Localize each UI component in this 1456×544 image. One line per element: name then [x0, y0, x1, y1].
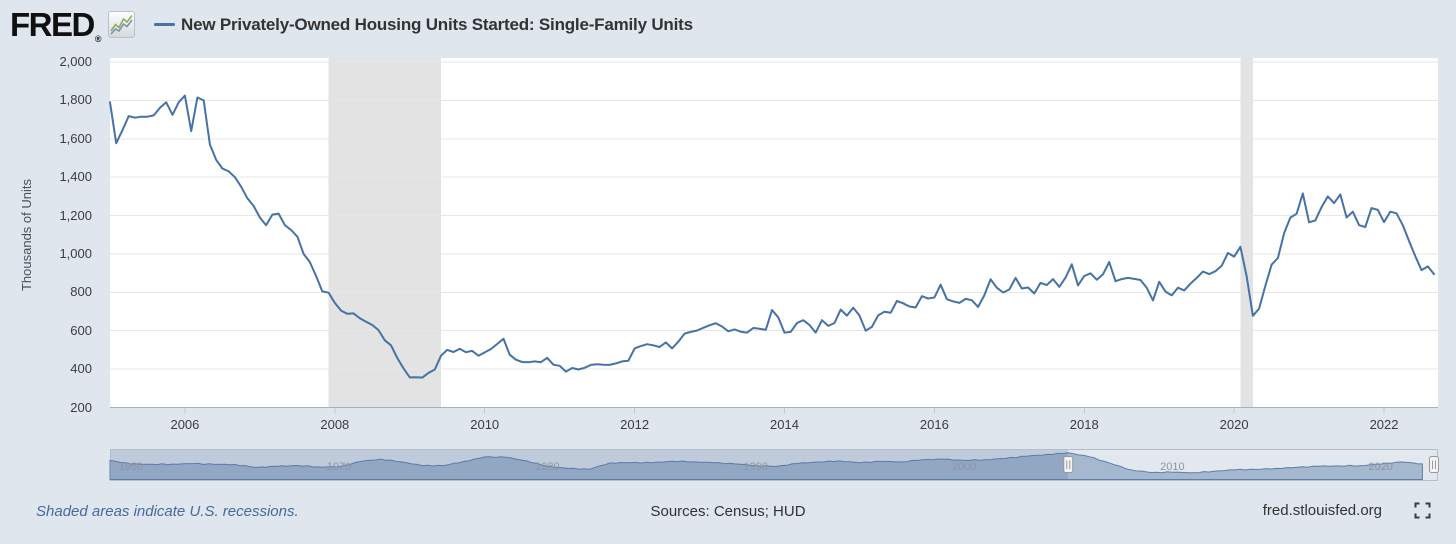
navigator-handle-left[interactable] — [1063, 456, 1074, 473]
y-axis-title: Thousands of Units — [19, 179, 34, 292]
navigator-tick-label: 2020 — [1368, 461, 1393, 473]
navigator-mask-left — [111, 450, 1069, 480]
y-tick-label: 1,400 — [59, 169, 92, 185]
recession-band — [1240, 58, 1253, 408]
y-tick-label: 1,600 — [59, 130, 92, 146]
recession-note: Shaded areas indicate U.S. recessions. — [36, 503, 299, 520]
chart-title: New Privately-Owned Housing Units Starte… — [181, 15, 693, 34]
series-line[interactable] — [109, 94, 1435, 379]
navigator-handle-right[interactable] — [1429, 456, 1439, 473]
series-legend-dash — [154, 23, 175, 26]
recession-band — [328, 58, 441, 408]
y-tick-label: 800 — [70, 284, 92, 300]
y-tick-label: 1,800 — [59, 92, 92, 108]
sparkline-green-line — [110, 15, 133, 32]
fullscreen-icon[interactable] — [1414, 502, 1431, 519]
registered-mark: ® — [94, 34, 102, 44]
y-tick-label: 200 — [70, 399, 92, 415]
x-tick-label: 2014 — [770, 417, 799, 432]
y-tick-label: 400 — [70, 361, 92, 377]
x-tick-label: 2010 — [470, 417, 500, 432]
y-tick-label: 1,200 — [59, 207, 92, 223]
x-tick-label: 2008 — [320, 417, 350, 432]
y-tick-label: 600 — [70, 322, 92, 338]
navigator-tick-label: 1960 — [118, 461, 144, 473]
fred-logo-text: FRED — [10, 6, 95, 43]
fred-site-link[interactable]: fred.stlouisfed.org — [1262, 502, 1382, 519]
fred-logo-sparkline-icon — [108, 11, 135, 38]
y-tick-label: 1,000 — [59, 245, 92, 261]
y-tick-label: 2,000 — [59, 54, 92, 69]
x-tick-label: 2020 — [1219, 417, 1249, 432]
x-tick-label: 2016 — [919, 417, 949, 432]
navigator-area-series — [109, 452, 1423, 480]
x-tick-label: 2018 — [1069, 417, 1099, 432]
fred-logo[interactable]: FRED® — [10, 6, 102, 44]
navigator-tick-label: 2000 — [951, 461, 977, 473]
navigator-tick-label: 2010 — [1160, 461, 1185, 473]
navigator-tick-label: 1970 — [326, 461, 352, 473]
navigator-tick-label: 1990 — [743, 461, 768, 473]
x-tick-label: 2012 — [620, 417, 650, 432]
x-tick-label: 2006 — [170, 417, 200, 432]
x-tick-label: 2022 — [1369, 417, 1399, 432]
sources-text: Sources: Census; HUD — [650, 503, 806, 520]
sparkline-blue-line — [110, 19, 133, 35]
navigator-tick-label: 1980 — [535, 461, 560, 473]
plot-area[interactable] — [110, 58, 1438, 408]
